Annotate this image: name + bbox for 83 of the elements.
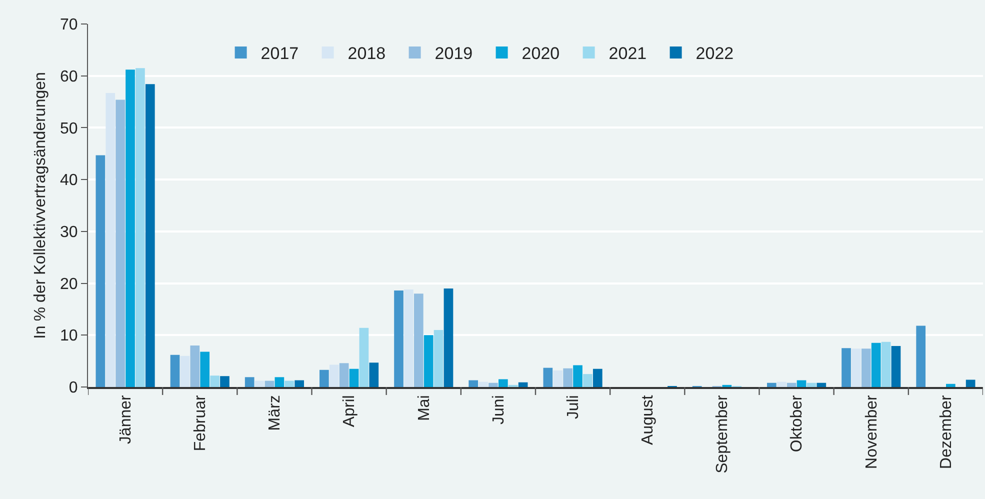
bar bbox=[170, 354, 180, 387]
bar bbox=[468, 380, 478, 387]
bar bbox=[592, 368, 602, 387]
bar bbox=[190, 346, 200, 387]
bar bbox=[806, 382, 816, 387]
y-tick-label: 30 bbox=[60, 224, 78, 242]
bar bbox=[518, 382, 528, 387]
bar bbox=[369, 362, 379, 387]
bar bbox=[394, 290, 404, 387]
x-tick-label: September bbox=[714, 394, 732, 474]
legend-label: 2018 bbox=[348, 44, 386, 64]
bar bbox=[861, 348, 871, 387]
y-tick-label: 60 bbox=[60, 68, 78, 86]
bar bbox=[573, 365, 582, 387]
bar bbox=[210, 376, 220, 387]
bar bbox=[136, 68, 145, 387]
bar bbox=[126, 70, 135, 387]
y-tick-label: 20 bbox=[60, 276, 78, 293]
x-tick-label: August bbox=[640, 394, 657, 445]
bar bbox=[294, 380, 304, 387]
x-tick-label: Februar bbox=[192, 394, 210, 452]
bar bbox=[498, 379, 508, 387]
bar bbox=[145, 84, 155, 387]
legend-label: 2019 bbox=[434, 44, 473, 64]
y-tick-label: 0 bbox=[68, 380, 78, 397]
bar bbox=[852, 348, 861, 387]
bar bbox=[329, 364, 339, 387]
x-tick-label: Dezember bbox=[938, 394, 955, 469]
x-tick-label: November bbox=[863, 394, 880, 469]
bar bbox=[488, 382, 498, 387]
bar bbox=[478, 382, 488, 387]
bar bbox=[916, 326, 926, 387]
bar bbox=[816, 382, 826, 387]
bar bbox=[274, 377, 284, 387]
x-tick-label: März bbox=[266, 395, 284, 431]
bar bbox=[444, 288, 454, 387]
x-tick-label: Juli bbox=[564, 395, 582, 420]
x-tick-label: April bbox=[341, 395, 358, 428]
bar bbox=[424, 335, 434, 387]
bar bbox=[563, 368, 572, 387]
bar bbox=[404, 290, 414, 387]
bar bbox=[767, 382, 776, 387]
bar bbox=[284, 380, 294, 387]
bar bbox=[244, 377, 254, 387]
bar bbox=[116, 100, 125, 387]
x-tick-label: Mai bbox=[416, 395, 433, 421]
y-tick-label: 10 bbox=[60, 328, 78, 345]
bar bbox=[966, 380, 976, 387]
bar bbox=[434, 330, 444, 387]
bar bbox=[339, 363, 349, 387]
bar bbox=[583, 374, 592, 387]
legend-label: 2020 bbox=[522, 44, 560, 64]
bar bbox=[359, 328, 369, 387]
x-tick-label: Jänner bbox=[117, 394, 134, 444]
y-tick-label: 50 bbox=[60, 120, 78, 138]
legend-label: 2021 bbox=[608, 44, 647, 64]
bar bbox=[220, 376, 230, 387]
bar bbox=[320, 370, 329, 387]
legend-label: 2017 bbox=[260, 44, 299, 64]
bar bbox=[414, 294, 424, 387]
bar bbox=[776, 382, 786, 387]
bar bbox=[946, 384, 956, 387]
bar bbox=[786, 382, 796, 387]
bar bbox=[891, 346, 901, 387]
bar bbox=[349, 368, 359, 387]
bar bbox=[553, 370, 563, 387]
x-tick-label: Oktober bbox=[788, 394, 806, 452]
bar bbox=[842, 348, 851, 387]
bar bbox=[200, 352, 210, 387]
y-tick-label: 70 bbox=[60, 16, 78, 34]
bar bbox=[180, 356, 190, 387]
legend-label: 2022 bbox=[696, 44, 734, 64]
bar bbox=[881, 342, 891, 387]
bar bbox=[264, 380, 274, 387]
bar bbox=[106, 92, 116, 387]
bar bbox=[543, 368, 553, 387]
bar bbox=[871, 342, 881, 387]
bar bbox=[96, 155, 106, 387]
bar bbox=[796, 380, 806, 387]
y-tick-label: 40 bbox=[60, 172, 78, 190]
x-tick-label: Juni bbox=[490, 395, 508, 425]
bar bbox=[254, 380, 264, 387]
y-axis-title: In % der Kollektivvertragsänderungen bbox=[32, 72, 49, 339]
